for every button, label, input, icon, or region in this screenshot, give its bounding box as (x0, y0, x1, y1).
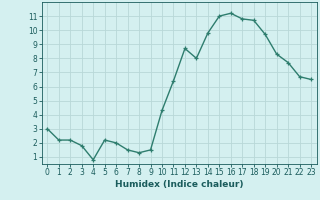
X-axis label: Humidex (Indice chaleur): Humidex (Indice chaleur) (115, 180, 244, 189)
